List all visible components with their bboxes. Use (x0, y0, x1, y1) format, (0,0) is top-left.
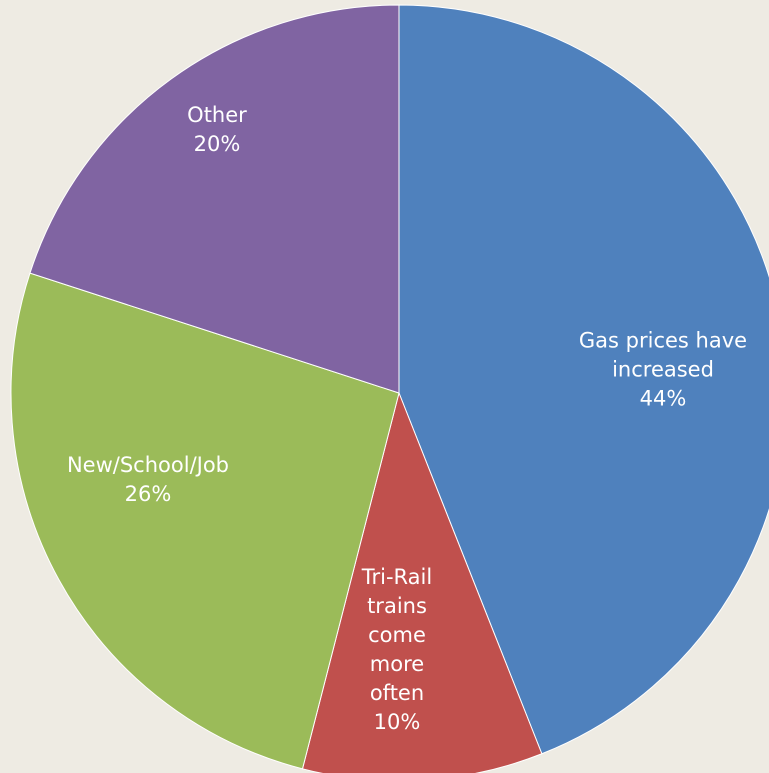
pie-slice (301, 391, 543, 773)
category-label: New/School/Job (66, 453, 230, 477)
slice-label: New/School/Job 26% (18, 451, 278, 509)
category-label: Other (187, 103, 247, 127)
value-label: 26% (124, 482, 172, 506)
category-label: Gas prices have increased (578, 328, 748, 382)
value-label: 20% (193, 132, 241, 156)
slice-label: Tri-Rail trains come more often 10% (352, 563, 442, 737)
slice-label: Gas prices have increased 44% (548, 327, 769, 414)
pie-slice (10, 272, 400, 770)
slice-label: Other 20% (157, 101, 277, 159)
pie-slice (29, 4, 400, 394)
category-label: Tri-Rail trains come more often (361, 565, 433, 705)
value-label: 10% (373, 710, 421, 734)
pie-slice (398, 4, 769, 755)
value-label: 44% (639, 386, 687, 411)
